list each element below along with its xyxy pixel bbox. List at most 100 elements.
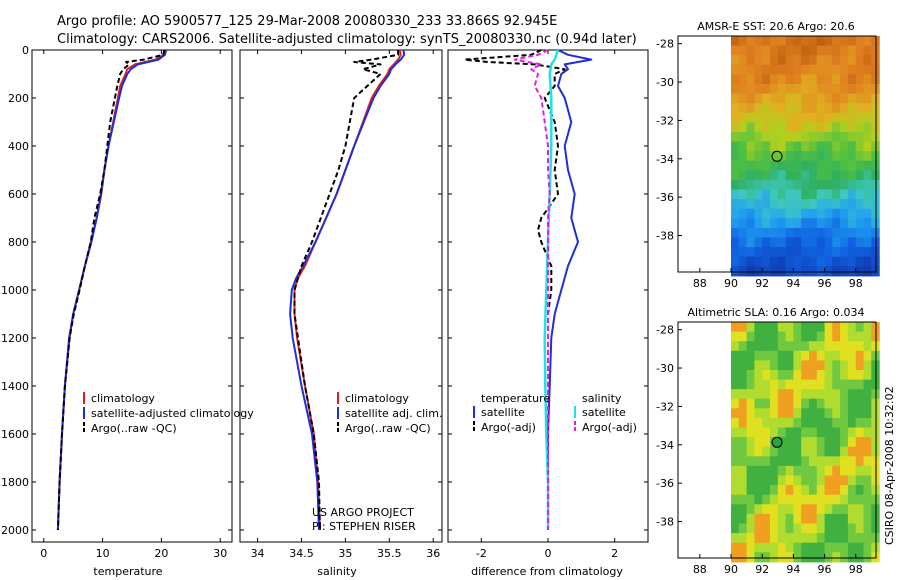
heatmap-cell [840,341,849,352]
heatmap-cell [770,427,779,438]
heatmap-cell [754,331,763,342]
heatmap-cell [840,227,849,239]
heatmap-cell [832,256,841,267]
heatmap-cell [762,331,771,342]
heatmap-cell [793,64,802,75]
heatmap-cell [785,237,794,248]
heatmap-cell [816,322,826,333]
heatmap-cell [746,266,755,277]
heatmap-cell [777,122,787,133]
heatmap-cell [738,112,748,123]
heatmap-cell [770,542,779,553]
heatmap-cell [738,533,748,544]
temperature-legend: climatology satellite-adjusted climatolo… [83,392,254,435]
heatmap-cell [770,227,779,239]
heatmap-cell [847,266,857,277]
map-xtick-label: 96 [818,277,832,290]
heatmap-cell [840,360,849,371]
heatmap-cell [731,227,740,239]
heatmap-cell [832,417,841,429]
heatmap-cell [746,199,755,210]
xtick-label: 0 [545,547,552,560]
heatmap-cell [832,170,841,181]
heatmap-cell [855,170,865,181]
heatmap-cell [832,437,841,448]
heatmap-cell [785,427,794,438]
heatmap-cell [824,256,833,267]
heatmap-cell [840,55,849,66]
heatmap-cell [840,179,849,191]
heatmap-cell [847,64,857,75]
heatmap-cell [770,322,779,333]
heatmap-cell [770,341,779,352]
heatmap-cell [754,179,763,191]
heatmap-cell [731,494,740,505]
heatmap-cell [863,494,872,505]
heatmap-cell [731,247,740,258]
map-ytick-label: -38 [656,516,674,529]
heatmap-cell [746,218,755,229]
heatmap-cell [847,542,857,553]
heatmap-cell [762,341,771,352]
heatmap-cell [738,341,748,352]
heatmap-cell [855,93,865,104]
heatmap-cell [801,64,810,75]
heatmap-cell [816,542,826,553]
heatmap-cell [809,552,818,563]
heatmap-cell [777,331,787,342]
heatmap-cell [847,218,857,229]
heatmap-cell [785,179,794,191]
heatmap-cell [840,408,849,419]
heatmap-cell [840,465,849,477]
heatmap-cell [855,475,865,486]
heatmap-cell [847,36,857,47]
heatmap-cell [809,398,818,409]
heatmap-cell [816,112,826,123]
heatmap-cell [847,408,857,419]
map-ytick-label: -28 [656,324,674,337]
heatmap-cell [824,141,833,152]
heatmap-cell [777,170,787,181]
heatmap-cell [863,141,872,152]
heatmap-cell [738,179,748,191]
diff-legend-temp-argo-label: Argo(-adj) [481,421,536,434]
heatmap-cell [770,523,779,534]
heatmap-cell [762,256,771,267]
heatmap-cell [770,208,779,219]
heatmap-cell [824,446,833,457]
heatmap-cell [824,160,833,171]
heatmap-cell [816,122,826,133]
heatmap-cell [785,112,794,123]
series-line-temperature-satellite [547,49,593,530]
heatmap-cell [824,64,833,75]
heatmap-cell [847,437,857,448]
heatmap-cell [809,427,818,438]
heatmap-cell [832,552,841,563]
heatmap-cell [731,170,740,181]
heatmap-cell [762,84,771,95]
heatmap-cell [863,350,872,361]
heatmap-cell [785,208,794,219]
heatmap-cell [762,398,771,409]
heatmap-cell [762,266,771,277]
heatmap-cell [754,446,763,457]
heatmap-cell [824,45,833,56]
heatmap-cell [847,179,857,191]
heatmap-cell [731,322,740,333]
heatmap-cell [863,485,872,496]
heatmap-cell [770,513,779,525]
heatmap-cell [785,227,794,239]
heatmap-cell [746,122,755,133]
heatmap-cell [855,417,865,429]
heatmap-cell [738,131,748,143]
heatmap-cell [762,208,771,219]
heatmap-cell [801,485,810,496]
heatmap-cell [754,45,763,56]
heatmap-cell [816,170,826,181]
heatmap-cell [847,494,857,505]
sal-legend-argo-label: Argo(..raw -QC) [345,422,431,435]
heatmap-cell [738,552,748,563]
heatmap-cell [809,141,818,152]
heatmap-cell [746,504,755,515]
heatmap-cell [816,350,826,361]
